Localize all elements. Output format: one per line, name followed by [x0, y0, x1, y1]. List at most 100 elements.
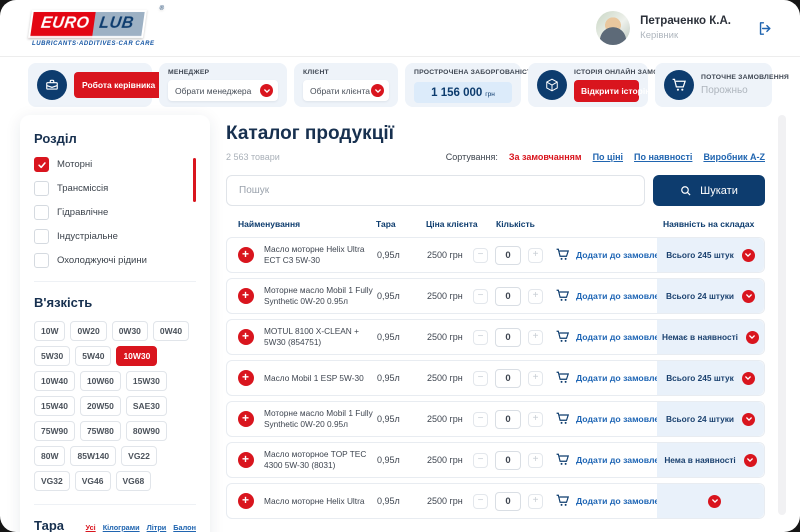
- sort-option[interactable]: Виробник A-Z: [703, 152, 765, 162]
- increase-qty-button[interactable]: +: [528, 370, 543, 386]
- increase-qty-button[interactable]: +: [528, 452, 543, 468]
- availability-chevron-icon[interactable]: [743, 453, 757, 467]
- tara-filter-link[interactable]: Усі: [85, 523, 96, 532]
- quantity-input[interactable]: [495, 450, 521, 470]
- availability-chevron-icon[interactable]: [741, 248, 755, 262]
- category-item[interactable]: Охолоджуючі рідини: [34, 253, 186, 268]
- expand-product-icon[interactable]: +: [237, 288, 254, 304]
- manager-select[interactable]: Обрати менеджера: [168, 80, 278, 101]
- viscosity-chip[interactable]: 10W30: [116, 346, 158, 366]
- column-header: Кількість: [496, 219, 535, 229]
- search-button[interactable]: Шукати: [653, 175, 765, 206]
- viscosity-chip[interactable]: 80W: [34, 446, 66, 466]
- decrease-qty-button[interactable]: −: [473, 370, 488, 386]
- viscosity-chip[interactable]: 0W20: [70, 321, 107, 341]
- manager-work-button[interactable]: Робота керівника: [74, 72, 164, 98]
- quantity-input[interactable]: [495, 409, 521, 429]
- add-to-order-link[interactable]: Додати до замовлення: [556, 371, 675, 386]
- viscosity-chip[interactable]: 10W60: [79, 371, 121, 391]
- category-item[interactable]: Індустріальне: [34, 229, 186, 244]
- viscosity-chip[interactable]: VG32: [34, 471, 70, 491]
- expand-product-icon[interactable]: +: [237, 493, 254, 509]
- quantity-input[interactable]: [495, 368, 521, 388]
- category-checkbox[interactable]: [34, 229, 49, 244]
- viscosity-chip[interactable]: 5W30: [34, 346, 71, 366]
- table-row: + Моторне масло Mobil 1 Fully Synthetic 0…: [226, 278, 765, 314]
- viscosity-chip[interactable]: 10W: [34, 321, 66, 341]
- increase-qty-button[interactable]: +: [528, 493, 543, 509]
- category-checkbox[interactable]: [34, 181, 49, 196]
- decrease-qty-button[interactable]: −: [473, 247, 488, 263]
- open-history-button[interactable]: Відкрити історію: [574, 79, 652, 102]
- sort-option[interactable]: По ціні: [592, 152, 624, 162]
- viscosity-chip[interactable]: 75W90: [34, 421, 75, 441]
- tara-filter-link[interactable]: Кілограми: [102, 523, 140, 532]
- category-checkbox[interactable]: [34, 205, 49, 220]
- decrease-qty-button[interactable]: −: [473, 329, 488, 345]
- logout-icon[interactable]: [757, 20, 774, 37]
- viscosity-chip[interactable]: 0W30: [111, 321, 148, 341]
- viscosity-chip[interactable]: 15W30: [125, 371, 167, 391]
- expand-product-icon[interactable]: +: [237, 411, 254, 427]
- expand-product-icon[interactable]: +: [237, 370, 254, 386]
- sort-option[interactable]: За замовчанням: [508, 152, 582, 162]
- availability-chevron-icon[interactable]: [742, 289, 756, 303]
- column-header: Тара: [376, 219, 396, 229]
- category-item[interactable]: Гідравлічне: [34, 205, 186, 220]
- increase-qty-button[interactable]: +: [528, 411, 543, 427]
- viscosity-chip[interactable]: SAE30: [125, 396, 167, 416]
- page-scrollbar[interactable]: [778, 115, 786, 515]
- viscosity-chip[interactable]: VG46: [74, 471, 111, 491]
- viscosity-chip[interactable]: 85W140: [70, 446, 117, 466]
- quantity-input[interactable]: [495, 245, 521, 265]
- viscosity-chip[interactable]: VG22: [121, 446, 157, 466]
- increase-qty-button[interactable]: +: [528, 288, 543, 304]
- viscosity-chip[interactable]: 20W50: [79, 396, 121, 416]
- sort-option[interactable]: По наявності: [634, 152, 693, 162]
- availability-chevron-icon[interactable]: [741, 371, 755, 385]
- viscosity-chip[interactable]: 0W40: [152, 321, 190, 341]
- category-item[interactable]: Моторні: [34, 157, 186, 172]
- category-item[interactable]: Трансміссія: [34, 181, 186, 196]
- add-to-order-link[interactable]: Додати до замовлення: [556, 248, 675, 263]
- add-to-order-link[interactable]: Додати до замовлення: [556, 330, 675, 345]
- quantity-input[interactable]: [495, 327, 521, 347]
- chevron-down-icon[interactable]: [371, 84, 384, 97]
- quantity-input[interactable]: [495, 491, 521, 511]
- availability-chevron-icon[interactable]: [742, 412, 756, 426]
- decrease-qty-button[interactable]: −: [473, 452, 488, 468]
- viscosity-chip[interactable]: 80W90: [125, 421, 167, 441]
- availability-chevron-icon[interactable]: [745, 330, 759, 344]
- chevron-down-icon[interactable]: [260, 84, 273, 97]
- expand-product-icon[interactable]: +: [237, 452, 254, 468]
- decrease-qty-button[interactable]: −: [473, 288, 488, 304]
- category-checkbox[interactable]: [34, 157, 49, 172]
- add-to-order-link[interactable]: Додати до замовлення: [556, 412, 675, 427]
- add-to-order-label: Додати до замовлення: [576, 291, 675, 301]
- availability-chevron-icon[interactable]: [708, 494, 721, 508]
- logo-tagline: LUBRICANTS·ADDITIVES·CAR CARE: [32, 40, 155, 47]
- viscosity-chip[interactable]: VG68: [115, 471, 152, 491]
- tara-filter-link[interactable]: Літри: [146, 523, 167, 532]
- category-checkbox[interactable]: [34, 253, 49, 268]
- viscosity-chip[interactable]: 10W40: [34, 371, 75, 391]
- viscosity-chip[interactable]: 5W40: [75, 346, 112, 366]
- search-row: Шукати: [226, 175, 765, 206]
- client-label: КЛІЄНТ: [303, 69, 329, 76]
- expand-product-icon[interactable]: +: [237, 329, 254, 345]
- add-to-order-link[interactable]: Додати до замовлення: [556, 453, 675, 468]
- increase-qty-button[interactable]: +: [528, 329, 543, 345]
- decrease-qty-button[interactable]: −: [473, 493, 488, 509]
- tara-filter-link[interactable]: Балон: [173, 523, 196, 532]
- client-select[interactable]: Обрати клієнта: [303, 80, 389, 101]
- viscosity-chip[interactable]: 15W40: [34, 396, 75, 416]
- expand-product-icon[interactable]: +: [237, 247, 254, 263]
- viscosity-chip[interactable]: 75W80: [79, 421, 121, 441]
- decrease-qty-button[interactable]: −: [473, 411, 488, 427]
- search-input[interactable]: [226, 175, 645, 206]
- sidebar-scrollbar[interactable]: [193, 158, 196, 202]
- increase-qty-button[interactable]: +: [528, 247, 543, 263]
- avatar[interactable]: [596, 11, 631, 45]
- add-to-order-link[interactable]: Додати до замовлення: [556, 289, 675, 304]
- quantity-input[interactable]: [495, 286, 521, 306]
